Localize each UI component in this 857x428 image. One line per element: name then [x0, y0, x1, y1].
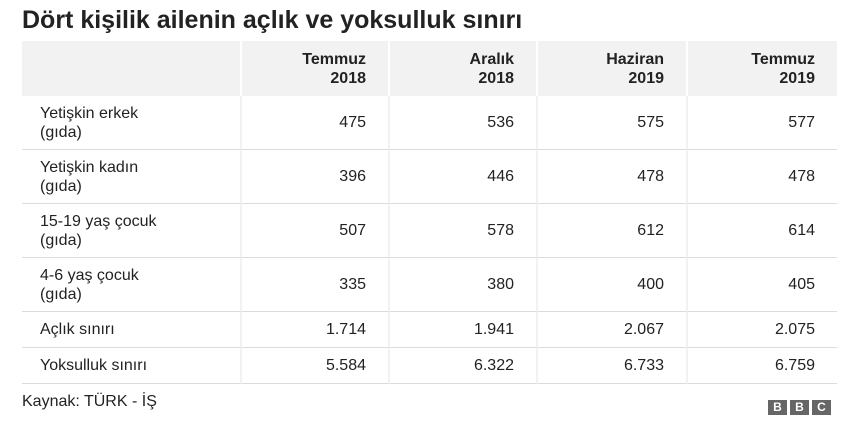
- table-cell: 578: [390, 204, 538, 258]
- column-header-temmuz-2019: Temmuz 2019: [688, 41, 837, 96]
- table-cell: 400: [538, 258, 688, 312]
- row-label: 4-6 yaş çocuk (gıda): [22, 258, 242, 312]
- column-header-year: 2018: [330, 69, 366, 87]
- column-header-month: Haziran: [606, 50, 664, 68]
- row-label: Yoksulluk sınırı: [22, 348, 242, 384]
- table-row: 4-6 yaş çocuk (gıda) 335 380 400 405: [22, 258, 837, 312]
- row-label-text: Açlık sınırı: [40, 321, 115, 338]
- row-label: Yetişkin erkek (gıda): [22, 96, 242, 150]
- header-corner-cell: [22, 41, 242, 96]
- table-cell: 396: [242, 150, 390, 204]
- bbc-logo: B B C: [768, 400, 831, 415]
- row-label: 15-19 yaş çocuk (gıda): [22, 204, 242, 258]
- table-cell: 577: [688, 96, 837, 150]
- table-row: Yetişkin kadın (gıda) 396 446 478 478: [22, 150, 837, 204]
- column-header-year: 2019: [779, 69, 815, 87]
- table-cell: 6.733: [538, 348, 688, 384]
- row-label: Açlık sınırı: [22, 312, 242, 348]
- table-cell: 405: [688, 258, 837, 312]
- row-label-text: Yetişkin kadın: [40, 158, 139, 176]
- table-cell: 612: [538, 204, 688, 258]
- logo-letter: C: [812, 400, 831, 415]
- table-cell: 380: [390, 258, 538, 312]
- row-label-text: 15-19 yaş çocuk: [40, 212, 157, 230]
- table-cell: 1.714: [242, 312, 390, 348]
- table-cell: 536: [390, 96, 538, 150]
- table-cell: 1.941: [390, 312, 538, 348]
- table-row: 15-19 yaş çocuk (gıda) 507 578 612 614: [22, 204, 837, 258]
- table-row: Açlık sınırı 1.714 1.941 2.067 2.075: [22, 312, 837, 348]
- logo-letter: B: [768, 400, 787, 415]
- table-row: Yetişkin erkek (gıda) 475 536 575 577: [22, 96, 837, 150]
- table-row: Yoksulluk sınırı 5.584 6.322 6.733 6.759: [22, 348, 837, 384]
- data-table: Temmuz 2018 Aralık 2018 Haziran 2019 Temmuz…: [22, 41, 837, 384]
- column-header-month: Temmuz: [751, 50, 815, 68]
- chart-title: Dört kişilik ailenin açlık ve yoksulluk …: [22, 6, 523, 34]
- row-label-text: Yoksulluk sınırı: [40, 357, 148, 374]
- row-label: Yetişkin kadın (gıda): [22, 150, 242, 204]
- table-cell: 335: [242, 258, 390, 312]
- table-cell: 2.075: [688, 312, 837, 348]
- table-cell: 475: [242, 96, 390, 150]
- table-cell: 478: [688, 150, 837, 204]
- table-cell: 6.759: [688, 348, 837, 384]
- table-cell: 2.067: [538, 312, 688, 348]
- header-row: Temmuz 2018 Aralık 2018 Haziran 2019 Temmuz…: [22, 41, 837, 96]
- row-label-note: (gıda): [40, 285, 82, 303]
- row-label-text: Yetişkin erkek: [40, 104, 139, 122]
- table-cell: 446: [390, 150, 538, 204]
- row-label-note: (gıda): [40, 123, 82, 141]
- row-label-note: (gıda): [40, 177, 82, 195]
- table-cell: 5.584: [242, 348, 390, 384]
- column-header-aralik-2018: Aralık 2018: [390, 41, 538, 96]
- column-header-month: Temmuz: [302, 50, 366, 68]
- logo-letter: B: [790, 400, 809, 415]
- table-cell: 6.322: [390, 348, 538, 384]
- source-note: Kaynak: TÜRK - İŞ: [22, 393, 157, 410]
- table-cell: 614: [688, 204, 837, 258]
- row-label-text: 4-6 yaş çocuk: [40, 266, 139, 284]
- column-header-month: Aralık: [469, 50, 514, 68]
- table-cell: 507: [242, 204, 390, 258]
- column-header-haziran-2019: Haziran 2019: [538, 41, 688, 96]
- column-header-year: 2019: [628, 69, 664, 87]
- table-cell: 478: [538, 150, 688, 204]
- row-label-note: (gıda): [40, 231, 82, 249]
- column-header-year: 2018: [478, 69, 514, 87]
- table-cell: 575: [538, 96, 688, 150]
- column-header-temmuz-2018: Temmuz 2018: [242, 41, 390, 96]
